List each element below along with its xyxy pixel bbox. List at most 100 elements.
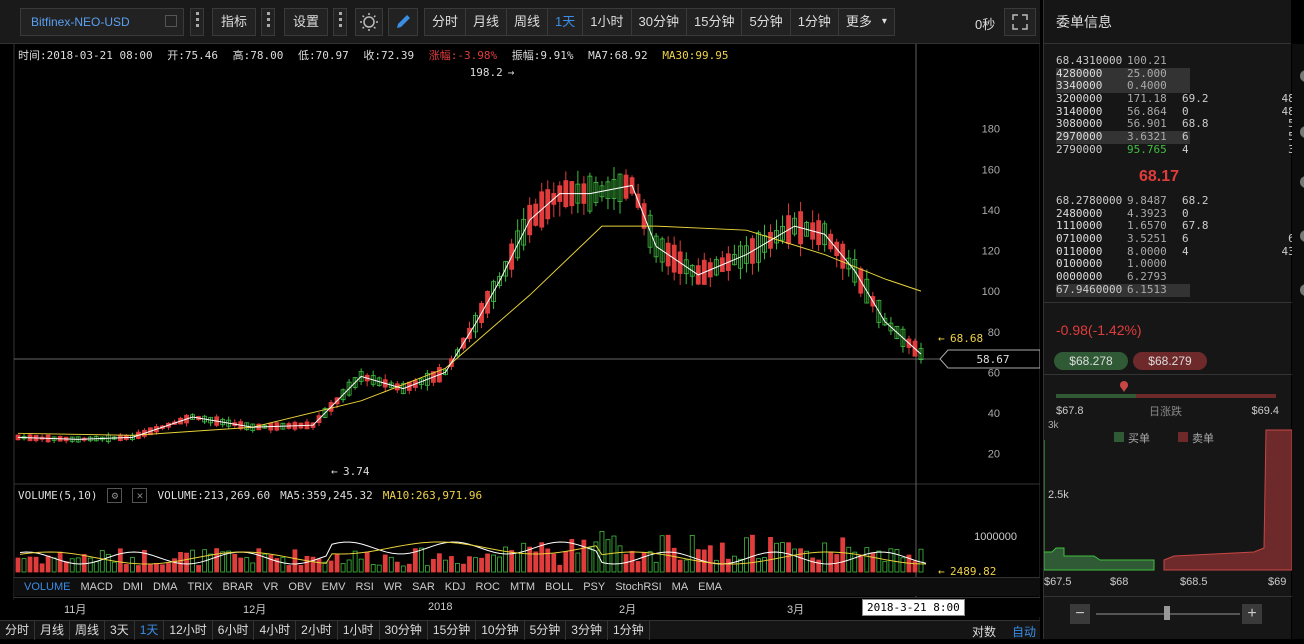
timeframe-tab[interactable]: 更多 ▾: [838, 8, 895, 36]
period-tab[interactable]: 12小时: [164, 621, 213, 640]
candle-body: [99, 436, 105, 441]
indicator-tab[interactable]: TRIX: [187, 581, 213, 593]
indicator-tab[interactable]: SAR: [412, 581, 435, 593]
timeframe-tab[interactable]: 1天: [548, 8, 584, 36]
indicator-tab[interactable]: PSY: [583, 581, 606, 593]
period-tab[interactable]: 30分钟: [380, 621, 428, 640]
best-bid-button[interactable]: $68.278: [1054, 352, 1128, 370]
candle-body: [744, 245, 749, 264]
timeframe-tab[interactable]: 1小时: [583, 8, 632, 36]
indicator-tab[interactable]: MA: [671, 581, 689, 593]
indicator-tab[interactable]: BRAR: [222, 581, 254, 593]
indicator-tab[interactable]: ROC: [475, 581, 500, 593]
indicator-tab[interactable]: OBV: [288, 581, 312, 593]
volume-settings-icon[interactable]: ⚙: [107, 488, 123, 503]
best-ask-button[interactable]: $68.279: [1133, 352, 1207, 370]
indicator-tab[interactable]: MACD: [80, 581, 113, 593]
indicator-tab[interactable]: KDJ: [444, 581, 466, 593]
timeframe-tab[interactable]: 1分钟: [790, 8, 839, 36]
log-toggle[interactable]: 对数: [972, 625, 997, 639]
orderbook-row[interactable]: 3340000 0.4000: [1056, 80, 1190, 94]
period-tab[interactable]: 6小时: [213, 621, 255, 640]
timeframe-tab[interactable]: 5分钟: [742, 8, 791, 36]
candle-body: [750, 238, 755, 264]
auto-toggle[interactable]: 自动: [1012, 625, 1037, 639]
period-tab[interactable]: 10分钟: [476, 621, 525, 640]
period-tab[interactable]: 15分钟: [428, 621, 477, 640]
zoom-out-button[interactable]: −: [1070, 604, 1090, 624]
settings-button[interactable]: 设置: [284, 8, 328, 36]
period-tab[interactable]: 5分钟: [525, 621, 567, 640]
indicator-tab[interactable]: WR: [383, 581, 403, 593]
timeframe-tab[interactable]: 月线: [466, 8, 508, 36]
theme-button[interactable]: [355, 8, 383, 36]
volume-ma5-line: [19, 541, 927, 565]
period-tab[interactable]: 1分钟: [608, 621, 650, 640]
price-chart[interactable]: 180 160 140 120 100 80 60 40 20 58.67 198.2 → ← 3.74 ←…: [0, 0, 1040, 620]
external-link-icon[interactable]: [165, 15, 177, 27]
orderbook-row[interactable]: 4280000 25.000: [1056, 67, 1190, 81]
orderbook-row[interactable]: 67.9460000 6.1513: [1056, 283, 1190, 297]
timeframe-tab[interactable]: 周线: [507, 8, 549, 36]
indicator-tab[interactable]: StochRSI: [615, 581, 662, 593]
period-tab[interactable]: 分时: [0, 621, 36, 640]
period-tab[interactable]: 月线: [35, 621, 71, 640]
indicator-tab[interactable]: RSI: [355, 581, 374, 593]
period-tab[interactable]: 2小时: [296, 621, 338, 640]
candle-body: [731, 254, 737, 266]
candle-body: [220, 419, 226, 426]
indicator-button[interactable]: 指标: [212, 8, 256, 36]
period-tab[interactable]: 1小时: [338, 621, 380, 640]
indicator-tab[interactable]: MTM: [510, 581, 536, 593]
symbol-menu-button[interactable]: [190, 8, 204, 36]
candle-body: [852, 259, 858, 283]
period-tab[interactable]: 周线: [70, 621, 106, 640]
period-tab[interactable]: 3分钟: [566, 621, 608, 640]
period-tab[interactable]: 4小时: [254, 621, 297, 640]
candle-body: [75, 436, 81, 443]
indicator-tab[interactable]: DMA: [153, 581, 178, 593]
symbol-selector[interactable]: Bitfinex-NEO-USD: [20, 8, 184, 36]
settings-menu-button[interactable]: [333, 8, 347, 36]
indicator-menu-button[interactable]: [261, 8, 275, 36]
timeframe-tab[interactable]: 分时: [424, 8, 467, 36]
last-price-arrow-icon: ←: [938, 332, 945, 345]
buy-legend-swatch: [1114, 432, 1124, 442]
volume-bar: [208, 553, 214, 573]
period-tab[interactable]: 3天: [105, 621, 135, 640]
indicator-tab[interactable]: EMA: [698, 581, 723, 593]
indicator-tab[interactable]: EMV: [321, 581, 346, 593]
timeframe-tab[interactable]: 30分钟: [631, 8, 687, 36]
timeframe-tab[interactable]: 15分钟: [686, 8, 743, 36]
indicator-tab[interactable]: DMI: [122, 581, 144, 593]
volume-close-icon[interactable]: ✕: [132, 488, 148, 503]
fullscreen-button[interactable]: [1004, 8, 1036, 36]
indicator-tab[interactable]: VOLUME: [24, 581, 71, 593]
zoom-slider-handle[interactable]: [1164, 606, 1170, 620]
orderbook-row[interactable]: 0100000 1.0000: [1056, 258, 1304, 271]
scrollbar[interactable]: [1292, 44, 1304, 639]
candle-body: [105, 434, 111, 443]
draw-button[interactable]: [388, 8, 418, 36]
volume-bar: [822, 542, 828, 573]
orderbook-row[interactable]: 68.4310000 100.21: [1056, 54, 1304, 68]
info-ma30: MA30:99.95: [662, 49, 729, 62]
period-tab[interactable]: 1天: [135, 621, 165, 640]
orderbook-row[interactable]: 0000000 6.2793: [1056, 270, 1304, 284]
orderbook-amount: 3.5251: [1127, 232, 1167, 246]
candle-body: [455, 349, 460, 357]
candle-body: [226, 419, 232, 427]
candle-body: [111, 436, 117, 440]
candle-body: [780, 225, 785, 241]
volume-bar: [400, 565, 406, 573]
zoom-in-button[interactable]: +: [1242, 604, 1262, 624]
indicator-tab[interactable]: BOLL: [545, 581, 574, 593]
candle-body: [461, 337, 466, 349]
indicator-tab[interactable]: VR: [263, 581, 279, 593]
